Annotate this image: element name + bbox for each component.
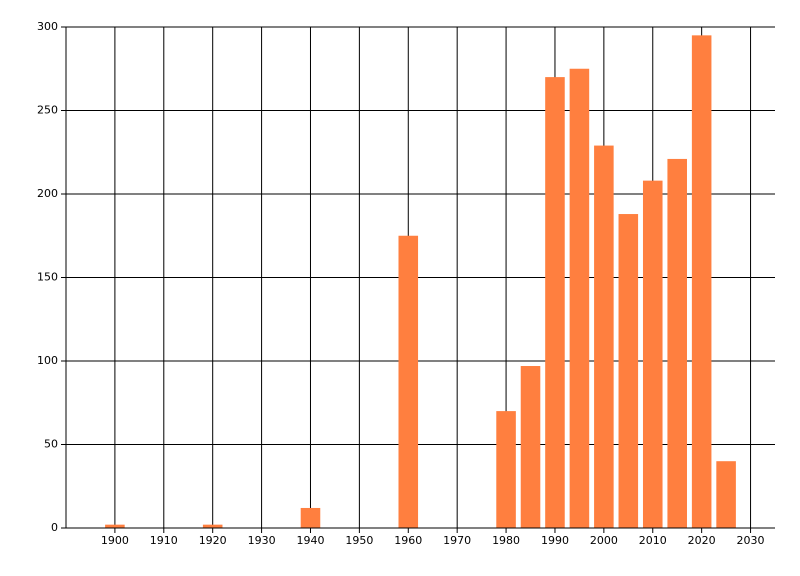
x-tick-label: 1990 — [541, 534, 569, 547]
x-tick-label: 1910 — [150, 534, 178, 547]
bar — [691, 35, 712, 528]
x-tick-label: 2020 — [688, 534, 716, 547]
bar — [642, 180, 663, 528]
y-tick-label: 100 — [37, 354, 58, 367]
y-tick-label: 250 — [37, 104, 58, 117]
x-tick-label: 2000 — [590, 534, 618, 547]
bar — [300, 507, 321, 528]
x-tick-label: 1950 — [345, 534, 373, 547]
bar — [398, 235, 419, 528]
y-tick-label: 150 — [37, 271, 58, 284]
bar — [496, 411, 516, 528]
bar — [545, 77, 565, 528]
x-tick-label: 1900 — [101, 534, 129, 547]
bar — [202, 524, 223, 528]
bar — [618, 214, 639, 529]
bar — [594, 145, 614, 528]
bar — [520, 366, 541, 528]
bar — [105, 524, 125, 528]
bar — [569, 68, 590, 528]
x-tick-label: 1920 — [199, 534, 227, 547]
y-tick-label: 200 — [37, 187, 58, 200]
bar — [716, 461, 736, 528]
y-tick-label: 50 — [44, 438, 58, 451]
x-tick-label: 1940 — [296, 534, 324, 547]
y-tick-label: 300 — [37, 20, 58, 33]
x-tick-label: 2010 — [639, 534, 667, 547]
x-tick-label: 1970 — [443, 534, 471, 547]
x-tick-label: 1930 — [248, 534, 276, 547]
bar — [667, 158, 687, 528]
x-tick-label: 1960 — [394, 534, 422, 547]
x-tick-label: 2030 — [737, 534, 765, 547]
x-tick-label: 1980 — [492, 534, 520, 547]
y-tick-label: 0 — [51, 521, 58, 534]
